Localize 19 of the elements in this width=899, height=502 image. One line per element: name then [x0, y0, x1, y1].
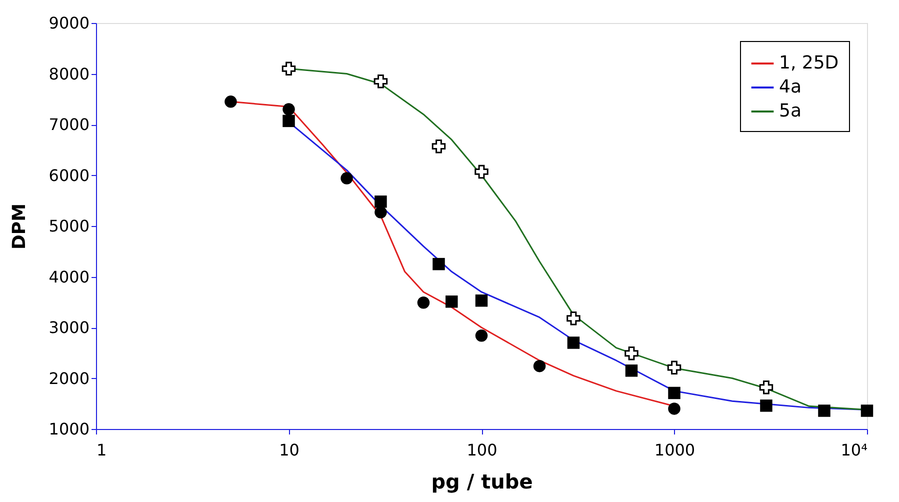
y-tick-label: 3000	[48, 318, 90, 337]
legend-label: 4a	[779, 76, 802, 98]
y-tick-label: 7000	[48, 115, 90, 134]
y-tick-label: 6000	[48, 166, 90, 185]
x-tick-label: 100	[466, 440, 498, 460]
y-axis-title: DPM	[8, 203, 30, 250]
y-tick-label: 1000	[48, 420, 90, 438]
y-tick-label: 2000	[48, 368, 90, 388]
legend-label: 1, 25D	[779, 52, 839, 74]
x-tick-label: 1	[96, 440, 107, 460]
y-tick-label: 8000	[48, 64, 90, 84]
x-tick-label: 10	[279, 440, 300, 460]
legend-label: 5a	[779, 100, 802, 122]
x-axis-title: pg / tube	[431, 470, 533, 494]
y-tick-label: 9000	[48, 14, 90, 32]
x-tick-label: 1000	[654, 440, 696, 460]
y-tick-label: 4000	[48, 267, 90, 286]
y-tick-label: 5000	[48, 216, 90, 236]
x-tick-label: 10⁴	[840, 440, 868, 460]
